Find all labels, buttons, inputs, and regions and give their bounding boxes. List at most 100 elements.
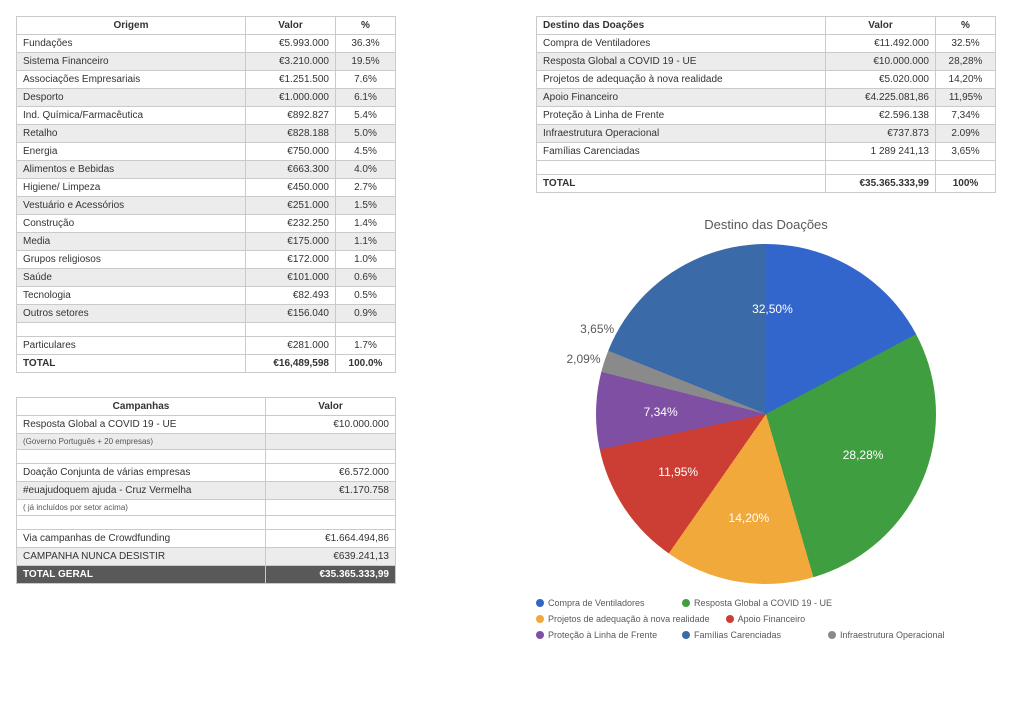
origem-cell-pct: 0.9% <box>336 305 396 323</box>
legend-item: Infraestrutura Operacional <box>828 630 958 640</box>
table-total-row: TOTAL€16,489,598100.0% <box>17 355 396 373</box>
origem-header-valor: Valor <box>246 17 336 35</box>
table-row: Doação Conjunta de várias empresas€6.572… <box>17 464 396 482</box>
origem-cell-valor: €1.000.000 <box>246 89 336 107</box>
origem-cell-label: Media <box>17 233 246 251</box>
campanhas-cell-label: #euajudoquem ajuda - Cruz Vermelha <box>17 482 266 500</box>
legend-label: Resposta Global a COVID 19 - UE <box>694 598 832 608</box>
destino-cell-valor: €11.492.000 <box>826 35 936 53</box>
origem-cell-valor: €450.000 <box>246 179 336 197</box>
origem-cell-valor: €232.250 <box>246 215 336 233</box>
campanhas-header-label: Campanhas <box>17 398 266 416</box>
destino-header-label: Destino das Doações <box>537 17 826 35</box>
table-row: Media€175.0001.1% <box>17 233 396 251</box>
pie-slice-label: 11,95% <box>658 465 698 479</box>
destino-cell-pct: 7,34% <box>936 107 996 125</box>
table-row: Outros setores€156.0400.9% <box>17 305 396 323</box>
origem-cell-pct: 1.7% <box>336 337 396 355</box>
legend-label: Famílias Carenciadas <box>694 630 781 640</box>
pie-slice-label: 2,09% <box>567 352 601 366</box>
origem-cell-valor: €82.493 <box>246 287 336 305</box>
origem-cell-valor: €1.251.500 <box>246 71 336 89</box>
origem-cell-valor: €175.000 <box>246 233 336 251</box>
destino-cell-pct: 3,65% <box>936 143 996 161</box>
table-note-row: ( já incluídos por setor acima) <box>17 500 396 516</box>
legend-swatch <box>536 631 544 639</box>
table-row: Construção€232.2501.4% <box>17 215 396 233</box>
legend-label: Proteção à Linha de Frente <box>548 630 657 640</box>
campanhas-total-label: TOTAL GERAL <box>17 566 266 584</box>
table-row: Particulares€281.0001.7% <box>17 337 396 355</box>
table-row: Desporto€1.000.0006.1% <box>17 89 396 107</box>
legend-label: Infraestrutura Operacional <box>840 630 945 640</box>
origem-cell-pct: 4.5% <box>336 143 396 161</box>
origem-cell-label: Saúde <box>17 269 246 287</box>
legend-item: Resposta Global a COVID 19 - UE <box>682 598 832 608</box>
table-row: Fundações€5.993.00036.3% <box>17 35 396 53</box>
campanhas-total-valor: €35.365.333,99 <box>266 566 396 584</box>
origem-cell-valor: €828.188 <box>246 125 336 143</box>
campanhas-cell-note: (Governo Português + 20 empresas) <box>17 434 266 450</box>
table-row: #euajudoquem ajuda - Cruz Vermelha€1.170… <box>17 482 396 500</box>
origem-cell-label: Energia <box>17 143 246 161</box>
legend-item: Proteção à Linha de Frente <box>536 630 666 640</box>
table-row: Projetos de adequação à nova realidade€5… <box>537 71 996 89</box>
destino-cell-label: Famílias Carenciadas <box>537 143 826 161</box>
table-row: Retalho€828.1885.0% <box>17 125 396 143</box>
origem-cell-pct: 2.7% <box>336 179 396 197</box>
destino-cell-pct: 32.5% <box>936 35 996 53</box>
destino-cell-valor: €2.596.138 <box>826 107 936 125</box>
table-row: Ind. Química/Farmacêutica€892.8275.4% <box>17 107 396 125</box>
table-total-row: TOTAL GERAL€35.365.333,99 <box>17 566 396 584</box>
origem-cell-label: Construção <box>17 215 246 233</box>
origem-total-valor: €16,489,598 <box>246 355 336 373</box>
origem-cell-pct: 0.5% <box>336 287 396 305</box>
legend-item: Projetos de adequação à nova realidade <box>536 614 710 624</box>
table-row: Compra de Ventiladores€11.492.00032.5% <box>537 35 996 53</box>
pie-slice-label: 14,20% <box>729 511 770 525</box>
destino-cell-label: Proteção à Linha de Frente <box>537 107 826 125</box>
campanhas-header-valor: Valor <box>266 398 396 416</box>
table-row: Proteção à Linha de Frente€2.596.1387,34… <box>537 107 996 125</box>
destino-cell-pct: 14,20% <box>936 71 996 89</box>
legend-swatch <box>682 631 690 639</box>
origem-total-label: TOTAL <box>17 355 246 373</box>
legend-item: Famílias Carenciadas <box>682 630 812 640</box>
campanhas-cell-valor: €1.170.758 <box>266 482 396 500</box>
destino-header-pct: % <box>936 17 996 35</box>
legend-label: Apoio Financeiro <box>738 614 806 624</box>
campanhas-cell-label: Doação Conjunta de várias empresas <box>17 464 266 482</box>
destino-cell-valor: €4.225.081,86 <box>826 89 936 107</box>
table-row: Sistema Financeiro€3.210.00019.5% <box>17 53 396 71</box>
campanhas-cell-note: ( já incluídos por setor acima) <box>17 500 266 516</box>
origem-header-label: Origem <box>17 17 246 35</box>
origem-cell-label: Retalho <box>17 125 246 143</box>
origem-cell-pct: 7.6% <box>336 71 396 89</box>
legend-label: Compra de Ventiladores <box>548 598 645 608</box>
origem-cell-pct: 0.6% <box>336 269 396 287</box>
pie-slice-label: 32,50% <box>752 302 793 316</box>
destino-total-valor: €35.365.333,99 <box>826 175 936 193</box>
destino-cell-valor: €737.873 <box>826 125 936 143</box>
table-row: Alimentos e Bebidas€663.3004.0% <box>17 161 396 179</box>
origem-cell-valor: €281.000 <box>246 337 336 355</box>
origem-cell-label: Alimentos e Bebidas <box>17 161 246 179</box>
table-row: Energia€750.0004.5% <box>17 143 396 161</box>
legend-label: Projetos de adequação à nova realidade <box>548 614 710 624</box>
origem-cell-valor: €892.827 <box>246 107 336 125</box>
destino-table: Destino das Doações Valor % Compra de Ve… <box>536 16 996 193</box>
legend-swatch <box>536 615 544 623</box>
pie-legend: Compra de Ventiladores Resposta Global a … <box>536 598 996 640</box>
pie-chart-title: Destino das Doações <box>536 217 996 232</box>
campanhas-cell-valor: €1.664.494,86 <box>266 530 396 548</box>
table-row: CAMPANHA NUNCA DESISTIR€639.241,13 <box>17 548 396 566</box>
destino-cell-label: Apoio Financeiro <box>537 89 826 107</box>
origem-header-pct: % <box>336 17 396 35</box>
campanhas-cell-valor: €6.572.000 <box>266 464 396 482</box>
destino-cell-pct: 28,28% <box>936 53 996 71</box>
origem-cell-pct: 19.5% <box>336 53 396 71</box>
origem-cell-label: Vestuário e Acessórios <box>17 197 246 215</box>
origem-cell-valor: €101.000 <box>246 269 336 287</box>
pie-slice-label: 3,65% <box>580 322 614 336</box>
table-row: Saúde€101.0000.6% <box>17 269 396 287</box>
